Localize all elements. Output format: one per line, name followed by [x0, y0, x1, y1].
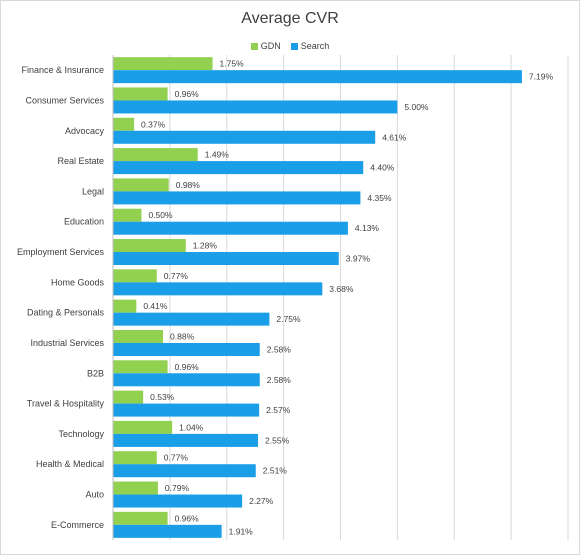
data-label-search-advocacy: 4.61% — [382, 132, 407, 142]
data-label-gdn-consumer-services: 0.96% — [175, 89, 200, 99]
data-label-gdn-employment-services: 1.28% — [193, 241, 218, 251]
category-label-education: Education — [64, 217, 104, 227]
data-label-search-auto: 2.27% — [249, 496, 274, 506]
bar-gdn-consumer-services — [113, 87, 168, 101]
category-label-advocacy: Advocacy — [65, 126, 105, 136]
bar-gdn-travel-hospitality — [113, 390, 144, 404]
data-label-gdn-travel-hospitality: 0.53% — [150, 392, 175, 402]
legend-item-gdn: GDN — [250, 41, 281, 51]
data-label-gdn-health-medical: 0.77% — [164, 453, 189, 463]
data-label-gdn-dating-personals: 0.41% — [143, 301, 168, 311]
category-label-finance-insurance: Finance & Insurance — [21, 65, 104, 75]
data-label-search-education: 4.13% — [355, 223, 380, 233]
bar-gdn-legal — [113, 178, 169, 192]
data-label-search-real-estate: 4.40% — [370, 163, 395, 173]
data-label-search-dating-personals: 2.75% — [276, 314, 301, 324]
category-label-technology: Technology — [58, 429, 104, 439]
category-label-consumer-services: Consumer Services — [25, 95, 104, 105]
data-label-search-consumer-services: 5.00% — [404, 102, 429, 112]
bar-gdn-technology — [113, 420, 173, 434]
bar-gdn-education — [113, 208, 142, 222]
bar-gdn-dating-personals — [113, 299, 137, 313]
category-label-employment-services: Employment Services — [17, 247, 105, 257]
chart-title: Average CVR — [241, 10, 339, 27]
bar-search-consumer-services — [113, 100, 398, 114]
bar-search-industrial-services — [113, 342, 260, 356]
data-label-gdn-advocacy: 0.37% — [141, 119, 166, 129]
bar-search-e-commerce — [113, 524, 222, 538]
data-label-gdn-education: 0.50% — [148, 210, 173, 220]
data-label-search-technology: 2.55% — [265, 435, 290, 445]
legend-swatch-gdn — [250, 42, 258, 50]
bar-search-travel-hospitality — [113, 403, 260, 417]
data-label-gdn-legal: 0.98% — [176, 180, 201, 190]
legend-swatch-search — [290, 42, 298, 50]
bar-search-education — [113, 221, 348, 235]
data-label-search-employment-services: 3.97% — [346, 254, 371, 264]
bar-search-b2b — [113, 373, 260, 387]
bar-search-technology — [113, 433, 259, 447]
bar-search-advocacy — [113, 130, 376, 144]
bar-search-finance-insurance — [113, 70, 522, 84]
bar-search-home-goods — [113, 282, 323, 296]
data-label-gdn-industrial-services: 0.88% — [170, 331, 195, 341]
category-label-real-estate: Real Estate — [57, 156, 104, 166]
legend-label-gdn: GDN — [260, 41, 281, 51]
bar-search-auto — [113, 494, 243, 508]
bar-search-real-estate — [113, 161, 364, 175]
data-label-search-travel-hospitality: 2.57% — [266, 405, 291, 415]
category-label-legal: Legal — [82, 186, 104, 196]
bar-gdn-home-goods — [113, 269, 157, 283]
bar-gdn-health-medical — [113, 451, 157, 465]
legend-label-search: Search — [300, 41, 330, 51]
data-label-gdn-real-estate: 1.49% — [205, 150, 230, 160]
data-label-search-legal: 4.35% — [367, 193, 392, 203]
category-label-b2b: B2B — [87, 368, 104, 378]
category-label-travel-hospitality: Travel & Hospitality — [27, 399, 105, 409]
bar-search-dating-personals — [113, 312, 270, 326]
bar-gdn-finance-insurance — [113, 57, 213, 71]
bar-search-employment-services — [113, 252, 339, 266]
data-label-search-home-goods: 3.68% — [329, 284, 354, 294]
data-label-search-e-commerce: 1.91% — [229, 526, 254, 536]
data-label-gdn-b2b: 0.96% — [175, 362, 200, 372]
data-label-gdn-finance-insurance: 1.75% — [220, 59, 245, 69]
bar-gdn-b2b — [113, 360, 168, 374]
bar-gdn-industrial-services — [113, 329, 164, 343]
category-label-dating-personals: Dating & Personals — [27, 308, 105, 318]
bar-gdn-real-estate — [113, 148, 198, 162]
category-label-home-goods: Home Goods — [51, 277, 105, 287]
category-label-health-medical: Health & Medical — [36, 459, 104, 469]
data-label-search-industrial-services: 2.58% — [267, 344, 292, 354]
data-label-gdn-e-commerce: 0.96% — [175, 513, 200, 523]
bar-gdn-advocacy — [113, 117, 135, 131]
data-label-search-b2b: 2.58% — [267, 375, 292, 385]
bar-search-health-medical — [113, 464, 256, 478]
category-label-auto: Auto — [85, 490, 104, 500]
data-label-gdn-technology: 1.04% — [179, 422, 204, 432]
bar-gdn-e-commerce — [113, 511, 168, 525]
data-label-search-health-medical: 2.51% — [263, 466, 288, 476]
bar-search-legal — [113, 191, 361, 205]
chart-legend: GDN Search — [0, 41, 580, 51]
legend-item-search: Search — [290, 41, 330, 51]
bar-gdn-auto — [113, 481, 158, 495]
data-label-search-finance-insurance: 7.19% — [529, 72, 554, 82]
category-label-e-commerce: E-Commerce — [51, 520, 104, 530]
data-label-gdn-home-goods: 0.77% — [164, 271, 189, 281]
bar-gdn-employment-services — [113, 239, 186, 253]
data-label-gdn-auto: 0.79% — [165, 483, 190, 493]
category-label-industrial-services: Industrial Services — [30, 338, 104, 348]
